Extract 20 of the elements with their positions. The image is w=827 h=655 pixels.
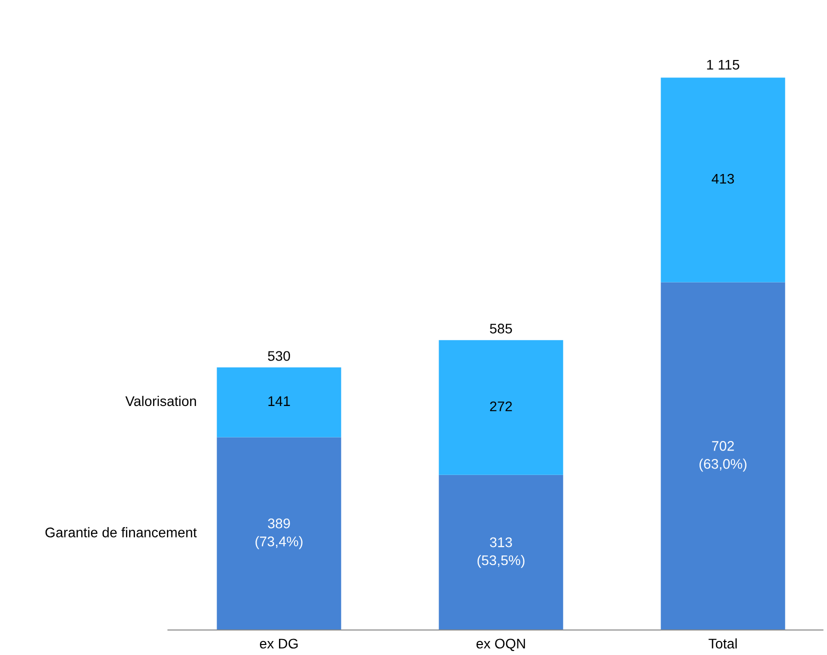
data-label: 413 (712, 174, 734, 184)
bar (660, 282, 786, 630)
bar (438, 474, 564, 630)
bar (216, 437, 342, 630)
x-tick-label: Total (708, 638, 737, 649)
data-label: 702 (63,0%) (700, 441, 746, 472)
data-label: 313 (53,5%) (478, 537, 524, 568)
data-label: 272 (490, 401, 512, 412)
total-label: 585 (490, 324, 512, 334)
x-tick-label: ex DG (260, 638, 298, 649)
total-label: 530 (268, 351, 290, 361)
bar (438, 340, 564, 475)
x-tick-label: ex OQN (476, 638, 525, 652)
series-label: Garantie de financement (45, 527, 197, 538)
data-label: 141 (268, 396, 290, 406)
bar (216, 367, 342, 438)
series-label: Valorisation (125, 396, 196, 406)
data-label: 389 (73,4%) (256, 518, 302, 550)
bar (660, 78, 786, 282)
total-label: 1 115 (707, 60, 740, 70)
